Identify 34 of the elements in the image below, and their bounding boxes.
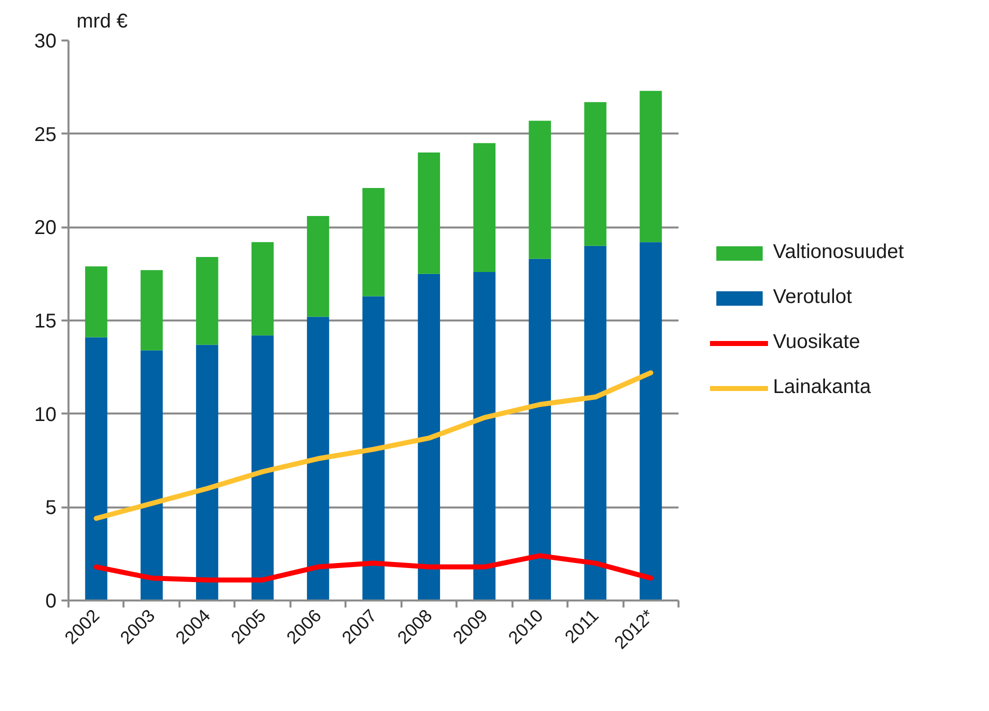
legend-label: Lainakanta bbox=[773, 376, 871, 399]
bar bbox=[528, 120, 551, 259]
bar bbox=[140, 350, 163, 600]
legend-label: Verotulot bbox=[773, 286, 852, 309]
y-axis-title: mrd € bbox=[76, 10, 128, 32]
bar bbox=[418, 274, 440, 600]
y-tick-label: 0 bbox=[45, 590, 56, 612]
bar bbox=[584, 246, 606, 600]
y-tick-label: 10 bbox=[34, 404, 57, 426]
legend-label: Vuosikate bbox=[773, 331, 860, 354]
bar bbox=[528, 258, 551, 600]
y-tick-label: 20 bbox=[34, 217, 57, 240]
bar bbox=[584, 102, 606, 246]
bar bbox=[196, 344, 218, 600]
bar bbox=[85, 266, 108, 338]
bar bbox=[362, 188, 385, 296]
bar bbox=[473, 272, 496, 600]
bar bbox=[418, 152, 440, 274]
bar bbox=[362, 296, 385, 600]
bar bbox=[196, 257, 218, 345]
bar bbox=[640, 90, 662, 242]
bar bbox=[140, 270, 163, 350]
bar bbox=[473, 143, 496, 272]
y-tick-label: 25 bbox=[34, 124, 57, 146]
bar bbox=[306, 316, 330, 600]
legend-label: Valtionosuudet bbox=[773, 241, 904, 264]
bar bbox=[306, 216, 330, 317]
y-tick-label: 15 bbox=[34, 310, 57, 332]
y-tick-label: 30 bbox=[34, 30, 57, 52]
y-tick-label: 5 bbox=[45, 497, 56, 520]
bar bbox=[252, 242, 274, 336]
bar bbox=[85, 337, 108, 600]
bar bbox=[640, 242, 662, 600]
bar bbox=[252, 335, 274, 600]
